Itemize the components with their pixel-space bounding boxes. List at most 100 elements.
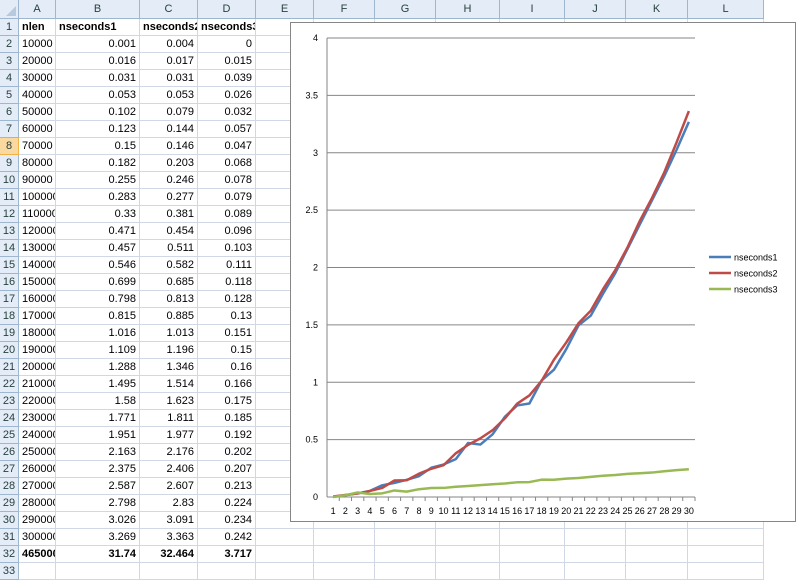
row-header[interactable]: 6 <box>0 104 19 121</box>
row-header[interactable]: 7 <box>0 121 19 138</box>
cell-c13[interactable]: 0.454 <box>140 223 198 240</box>
cell-b19[interactable]: 1.016 <box>56 325 140 342</box>
cell-d29[interactable]: 0.224 <box>198 495 256 512</box>
cell-b4[interactable]: 0.031 <box>56 70 140 87</box>
row-header[interactable]: 2 <box>0 36 19 53</box>
cell-l32[interactable] <box>688 546 764 563</box>
cell-e31[interactable] <box>256 529 314 546</box>
cell-a15[interactable]: 140000 <box>19 257 56 274</box>
cell-c21[interactable]: 1.346 <box>140 359 198 376</box>
cell-c6[interactable]: 0.079 <box>140 104 198 121</box>
row-header[interactable]: 24 <box>0 410 19 427</box>
cell-a18[interactable]: 170000 <box>19 308 56 325</box>
cell-a27[interactable]: 260000 <box>19 461 56 478</box>
cell-b18[interactable]: 0.815 <box>56 308 140 325</box>
row-header[interactable]: 23 <box>0 393 19 410</box>
cell-i32[interactable] <box>500 546 565 563</box>
row-header[interactable]: 12 <box>0 206 19 223</box>
cell-c17[interactable]: 0.813 <box>140 291 198 308</box>
cell-c19[interactable]: 1.013 <box>140 325 198 342</box>
column-header-e[interactable]: E <box>256 0 314 19</box>
row-header[interactable]: 14 <box>0 240 19 257</box>
row-header[interactable]: 3 <box>0 53 19 70</box>
cell-c1[interactable]: nseconds2 <box>140 19 198 36</box>
row-header[interactable]: 10 <box>0 172 19 189</box>
cell-a29[interactable]: 280000 <box>19 495 56 512</box>
cell-c11[interactable]: 0.277 <box>140 189 198 206</box>
column-header-d[interactable]: D <box>198 0 256 19</box>
cell-d7[interactable]: 0.057 <box>198 121 256 138</box>
cell-a7[interactable]: 60000 <box>19 121 56 138</box>
cell-b11[interactable]: 0.283 <box>56 189 140 206</box>
cell-c9[interactable]: 0.203 <box>140 155 198 172</box>
cell-g32[interactable] <box>375 546 436 563</box>
cell-c33[interactable] <box>140 563 198 580</box>
cell-a16[interactable]: 150000 <box>19 274 56 291</box>
cell-c22[interactable]: 1.514 <box>140 376 198 393</box>
cell-a30[interactable]: 290000 <box>19 512 56 529</box>
cell-d20[interactable]: 0.15 <box>198 342 256 359</box>
row-header[interactable]: 26 <box>0 444 19 461</box>
column-header-f[interactable]: F <box>314 0 375 19</box>
cell-d28[interactable]: 0.213 <box>198 478 256 495</box>
row-header[interactable]: 21 <box>0 359 19 376</box>
row-header[interactable]: 22 <box>0 376 19 393</box>
cell-b29[interactable]: 2.798 <box>56 495 140 512</box>
cell-c31[interactable]: 3.363 <box>140 529 198 546</box>
cell-a25[interactable]: 240000 <box>19 427 56 444</box>
row-header[interactable]: 9 <box>0 155 19 172</box>
cell-a24[interactable]: 230000 <box>19 410 56 427</box>
cell-b9[interactable]: 0.182 <box>56 155 140 172</box>
cell-b2[interactable]: 0.001 <box>56 36 140 53</box>
cell-f31[interactable] <box>314 529 375 546</box>
cell-d26[interactable]: 0.202 <box>198 444 256 461</box>
cell-a11[interactable]: 100000 <box>19 189 56 206</box>
cell-b21[interactable]: 1.288 <box>56 359 140 376</box>
cell-h32[interactable] <box>436 546 500 563</box>
cell-b12[interactable]: 0.33 <box>56 206 140 223</box>
cell-b26[interactable]: 2.163 <box>56 444 140 461</box>
column-header-h[interactable]: H <box>436 0 500 19</box>
row-header[interactable]: 25 <box>0 427 19 444</box>
cell-d14[interactable]: 0.103 <box>198 240 256 257</box>
cell-i33[interactable] <box>500 563 565 580</box>
row-header[interactable]: 4 <box>0 70 19 87</box>
cell-b25[interactable]: 1.951 <box>56 427 140 444</box>
cell-d30[interactable]: 0.234 <box>198 512 256 529</box>
row-header[interactable]: 32 <box>0 546 19 563</box>
cell-i31[interactable] <box>500 529 565 546</box>
cell-d13[interactable]: 0.096 <box>198 223 256 240</box>
cell-d31[interactable]: 0.242 <box>198 529 256 546</box>
row-header[interactable]: 1 <box>0 19 19 36</box>
cell-c23[interactable]: 1.623 <box>140 393 198 410</box>
column-header-l[interactable]: L <box>688 0 764 19</box>
cell-h33[interactable] <box>436 563 500 580</box>
row-header[interactable]: 33 <box>0 563 19 580</box>
cell-a1[interactable]: nlen <box>19 19 56 36</box>
cell-c28[interactable]: 2.607 <box>140 478 198 495</box>
cell-a31[interactable]: 300000 <box>19 529 56 546</box>
cell-d27[interactable]: 0.207 <box>198 461 256 478</box>
row-header[interactable]: 13 <box>0 223 19 240</box>
cell-c3[interactable]: 0.017 <box>140 53 198 70</box>
cell-b23[interactable]: 1.58 <box>56 393 140 410</box>
row-header[interactable]: 11 <box>0 189 19 206</box>
cell-a6[interactable]: 50000 <box>19 104 56 121</box>
column-header-c[interactable]: C <box>140 0 198 19</box>
cell-d16[interactable]: 0.118 <box>198 274 256 291</box>
cell-d22[interactable]: 0.166 <box>198 376 256 393</box>
cell-j32[interactable] <box>565 546 626 563</box>
cell-b5[interactable]: 0.053 <box>56 87 140 104</box>
cell-a20[interactable]: 190000 <box>19 342 56 359</box>
cell-b27[interactable]: 2.375 <box>56 461 140 478</box>
cell-a10[interactable]: 90000 <box>19 172 56 189</box>
cell-c8[interactable]: 0.146 <box>140 138 198 155</box>
cell-c4[interactable]: 0.031 <box>140 70 198 87</box>
cell-b7[interactable]: 0.123 <box>56 121 140 138</box>
cell-b24[interactable]: 1.771 <box>56 410 140 427</box>
column-header-j[interactable]: J <box>565 0 626 19</box>
cell-e32[interactable] <box>256 546 314 563</box>
cell-a4[interactable]: 30000 <box>19 70 56 87</box>
cell-g31[interactable] <box>375 529 436 546</box>
row-header[interactable]: 15 <box>0 257 19 274</box>
